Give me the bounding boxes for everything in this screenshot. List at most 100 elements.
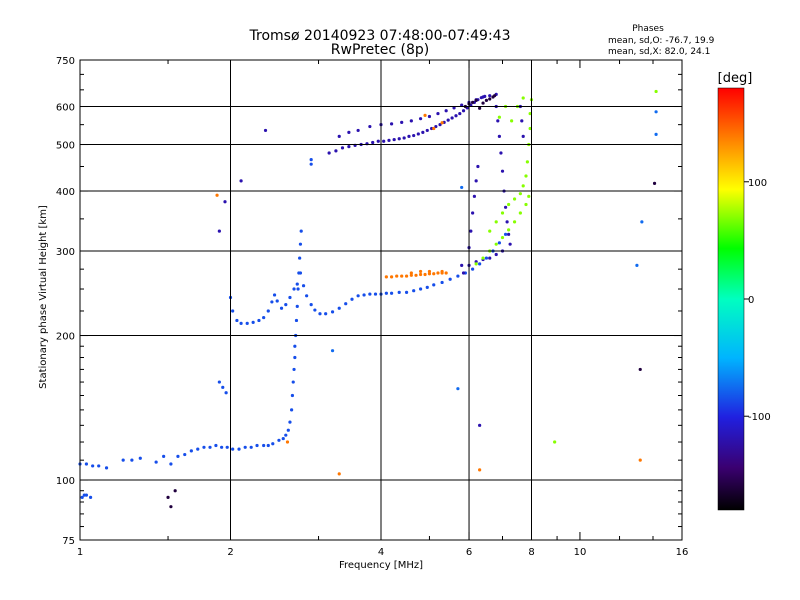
x-tick-label: 8 xyxy=(528,547,534,558)
data-point xyxy=(176,454,180,459)
data-point xyxy=(239,179,243,183)
data-point xyxy=(295,304,299,309)
data-point xyxy=(368,124,372,129)
data-point xyxy=(266,309,270,313)
data-point xyxy=(400,120,404,124)
data-point xyxy=(474,98,478,102)
x-tick-label: 2 xyxy=(227,547,233,558)
data-point xyxy=(427,269,432,274)
data-point xyxy=(499,151,503,155)
data-point xyxy=(292,367,296,372)
data-point xyxy=(404,274,409,278)
data-point xyxy=(440,269,444,274)
data-point xyxy=(488,229,492,233)
data-point xyxy=(288,295,292,300)
data-point xyxy=(461,109,466,113)
data-point xyxy=(251,320,255,325)
data-point xyxy=(279,306,284,310)
data-point xyxy=(427,114,432,119)
data-point xyxy=(154,460,158,464)
data-point xyxy=(371,140,375,145)
x-tick-label: 4 xyxy=(378,547,384,558)
data-point xyxy=(350,297,354,301)
data-point xyxy=(231,447,235,451)
data-point xyxy=(84,493,89,497)
data-point xyxy=(640,220,644,224)
data-point xyxy=(309,302,313,307)
data-point xyxy=(162,454,166,459)
data-point xyxy=(284,302,288,307)
data-point xyxy=(368,292,372,296)
data-point xyxy=(291,380,295,384)
data-point xyxy=(347,145,351,149)
x-tick-label: 16 xyxy=(676,547,689,558)
data-point xyxy=(290,408,294,412)
data-point xyxy=(507,232,511,236)
data-point xyxy=(404,290,409,294)
data-point xyxy=(432,126,436,131)
data-point xyxy=(409,119,413,123)
data-point xyxy=(299,229,303,233)
data-point xyxy=(324,312,328,316)
data-point xyxy=(277,438,281,442)
data-point xyxy=(458,111,462,116)
data-point xyxy=(512,220,517,224)
colorbar-tick-label: 100 xyxy=(748,178,767,189)
data-point xyxy=(271,442,275,446)
data-point xyxy=(436,111,440,116)
data-point xyxy=(224,391,228,395)
data-point xyxy=(263,128,268,133)
data-point xyxy=(275,299,279,303)
data-point xyxy=(471,267,475,271)
data-point xyxy=(225,445,229,449)
data-point xyxy=(298,271,303,275)
data-point xyxy=(425,285,429,289)
data-point xyxy=(505,220,509,224)
data-point xyxy=(518,192,522,196)
data-point xyxy=(290,393,295,398)
data-point xyxy=(456,387,460,391)
data-point xyxy=(262,315,266,320)
colorbar-label: [deg] xyxy=(718,71,753,86)
data-point xyxy=(521,184,525,188)
data-point xyxy=(208,445,212,449)
data-point xyxy=(456,274,460,278)
data-point xyxy=(416,132,420,136)
data-point xyxy=(418,287,423,291)
data-point xyxy=(500,169,505,173)
data-point xyxy=(412,289,416,293)
data-point xyxy=(389,275,394,279)
data-point xyxy=(494,242,498,246)
data-point xyxy=(440,280,444,285)
data-point xyxy=(503,232,508,236)
data-point xyxy=(448,277,452,281)
data-point xyxy=(654,132,658,136)
data-point xyxy=(301,284,306,288)
data-point xyxy=(196,447,200,451)
data-point xyxy=(281,436,285,441)
data-point xyxy=(189,449,193,453)
data-point xyxy=(500,235,505,240)
stats-o-line: mean, sd,O: -76.7, 19.9 xyxy=(608,36,715,46)
data-point xyxy=(84,462,89,466)
data-point xyxy=(488,94,492,98)
data-point xyxy=(460,103,464,107)
y-tick-label: 75 xyxy=(62,536,75,547)
data-point xyxy=(418,117,423,121)
data-point xyxy=(402,136,406,140)
data-point xyxy=(446,118,450,122)
data-point xyxy=(461,271,466,275)
y-tick-label: 200 xyxy=(56,332,75,343)
data-point xyxy=(474,262,478,266)
data-point xyxy=(334,149,338,153)
data-point xyxy=(438,123,442,127)
y-tick-label: 300 xyxy=(56,247,75,258)
y-tick-label: 100 xyxy=(56,476,75,487)
grid-lines xyxy=(80,60,682,540)
data-point xyxy=(330,310,335,314)
data-point xyxy=(88,495,93,500)
data-point xyxy=(97,464,101,468)
data-point xyxy=(638,458,642,462)
data-point xyxy=(508,242,512,246)
data-point xyxy=(423,113,427,117)
